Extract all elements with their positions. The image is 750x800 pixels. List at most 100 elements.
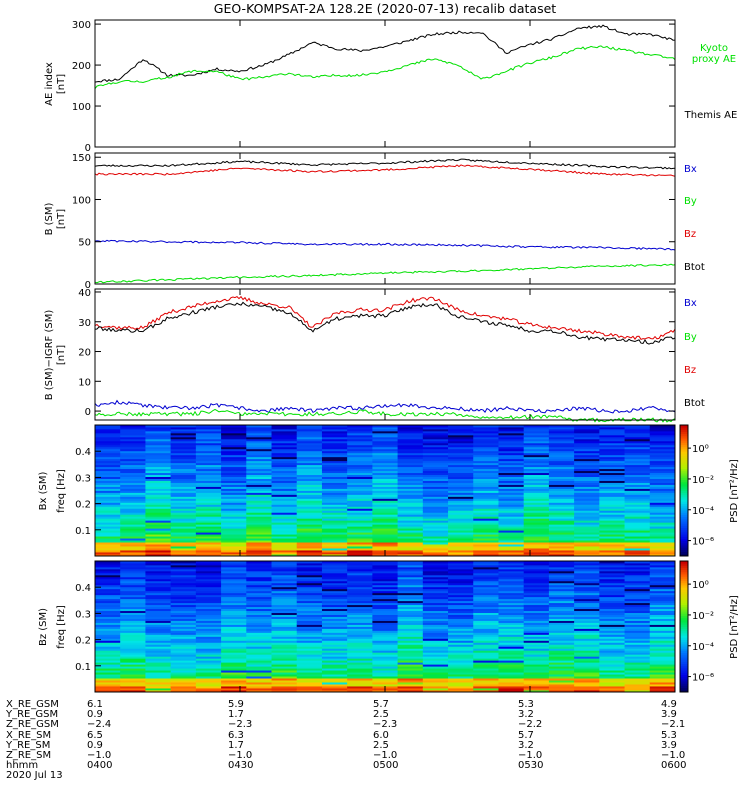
spectrogram-cell: [321, 628, 348, 631]
spectrogram-cell: [599, 530, 625, 533]
colorbar-segment: [680, 536, 688, 539]
colorbar-segment: [680, 451, 688, 454]
spectrogram-cell: [170, 686, 197, 689]
spectrogram-cell: [221, 546, 247, 549]
spectrogram-cell: [523, 534, 550, 537]
spectrogram-cell: [548, 482, 575, 485]
spectrogram-cell: [473, 450, 499, 454]
spectrogram-cell: [296, 458, 323, 462]
spectrogram-cell: [246, 478, 272, 481]
spectrogram-cell: [548, 672, 575, 675]
spectrogram-cell: [372, 592, 399, 596]
spectrogram-cell: [95, 448, 121, 452]
spectrogram-cell: [397, 536, 424, 539]
spectrogram-cell: [473, 548, 499, 551]
spectrogram-cell: [145, 640, 172, 643]
spectrogram-cell: [574, 426, 600, 430]
spectrogram-cell: [574, 468, 600, 472]
spectrogram-cell: [548, 468, 575, 472]
spectrogram-cell: [523, 590, 550, 594]
spectrogram-cell: [372, 652, 399, 655]
spectrogram-cell: [145, 586, 172, 590]
colorbar-segment: [680, 685, 688, 689]
spectrogram-cell: [372, 564, 399, 568]
spectrogram-cell: [296, 462, 323, 466]
ephemeris-col-0500: 5.7 2.5 −2.3 6.0 2.5 −1.0 0500: [373, 699, 398, 771]
spectrogram-cell: [498, 588, 525, 592]
spectrogram-cell: [574, 660, 600, 663]
spectrogram-cell: [548, 458, 575, 462]
spectrogram-cell: [422, 646, 449, 649]
spectrogram-cell: [296, 632, 323, 635]
spectrogram-cell: [246, 684, 272, 687]
spectrogram-cell: [397, 456, 424, 460]
spectrogram-cell: [195, 548, 222, 551]
spectrogram-cell: [145, 536, 172, 539]
spectrogram-cell: [372, 532, 399, 535]
eph-label: hhmm: [6, 760, 39, 772]
spectrogram-cell: [321, 660, 348, 663]
spectrogram-cell: [372, 516, 399, 519]
spectrogram-cell: [120, 552, 146, 555]
spectrogram-cell: [574, 466, 600, 470]
spectrogram-cell: [120, 438, 146, 442]
spectrogram-cell: [397, 428, 424, 432]
spectrogram-cell: [372, 522, 399, 525]
spectrogram-cell: [372, 514, 399, 517]
spectrogram-cell: [296, 602, 323, 606]
spectrogram-cell: [195, 646, 222, 649]
spectrogram-cell: [473, 436, 499, 440]
spectrogram-cell: [120, 484, 146, 487]
colorbar-segment: [680, 551, 688, 555]
spectrogram-cell: [372, 476, 399, 479]
spectrogram-cell: [473, 638, 499, 641]
spectrogram-cell: [624, 502, 651, 505]
spectrogram-cell: [246, 578, 272, 582]
spectrogram-cell: [321, 574, 348, 578]
spectrogram-cell: [624, 482, 651, 485]
spectrogram-cell: [221, 674, 247, 677]
spectrogram-cell: [95, 480, 121, 483]
legend-bsm-bx: Bx: [684, 164, 697, 175]
spectrogram-cell: [498, 446, 525, 450]
spectrogram-cell: [246, 476, 272, 479]
spectrogram-cell: [195, 502, 222, 505]
spectrogram-cell: [397, 480, 424, 483]
spectrogram-cell: [221, 640, 247, 643]
spectrogram-cell: [195, 580, 222, 584]
spectrogram-cell: [347, 632, 373, 635]
spectrogram-cell: [321, 528, 348, 531]
spectrogram-cell: [170, 626, 197, 629]
spectrogram-cell: [599, 602, 625, 606]
spectrogram-cell: [574, 644, 600, 647]
spectrogram-cell: [422, 616, 449, 619]
spectrogram-cell: [271, 674, 298, 677]
spectrogram-cell: [523, 686, 550, 689]
spectrogram-cell: [574, 686, 600, 689]
spectrogram-cell: [95, 624, 121, 627]
spectrogram-cell: [271, 684, 298, 687]
eph-label: X_RE_SM: [6, 729, 52, 741]
spectrogram-cell: [574, 458, 600, 462]
spectrogram-cell: [321, 526, 348, 529]
spectrogram-cell: [548, 566, 575, 570]
spectrogram-cell: [649, 494, 676, 497]
spectrogram-cell: [145, 502, 172, 505]
spectrogram-cell: [649, 442, 676, 446]
spectrogram-cell: [422, 506, 449, 509]
spectrogram-cell: [548, 608, 575, 612]
spectrogram-cell: [321, 452, 348, 456]
spectrogram-cell: [170, 586, 197, 590]
spectrogram-cell: [347, 458, 373, 462]
spectrogram-cell: [372, 526, 399, 529]
spectrogram-cell: [548, 674, 575, 677]
spectrogram-cell: [145, 446, 172, 450]
spectrogram-cell: [473, 640, 499, 643]
spectrogram-cell: [599, 514, 625, 517]
spectrogram-cell: [422, 516, 449, 519]
spectrogram-cell: [448, 540, 474, 543]
spectrogram-cell: [120, 436, 146, 440]
spectrogram-cell: [296, 484, 323, 487]
spectrogram-cell: [347, 666, 373, 669]
spectrogram-cell: [221, 500, 247, 503]
